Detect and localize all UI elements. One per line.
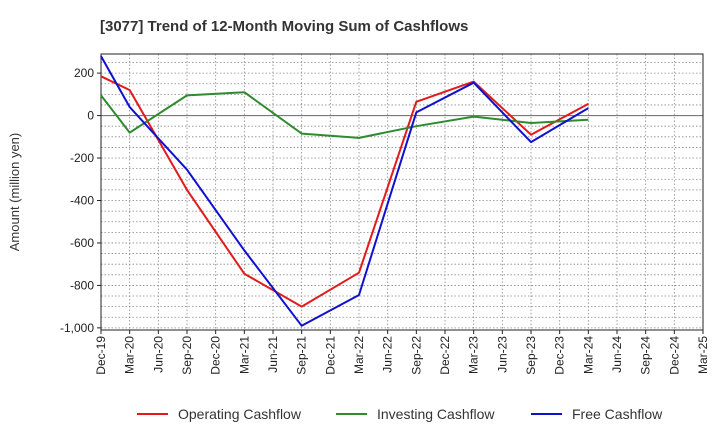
grid: [101, 54, 703, 330]
x-tick-label: Sep-20: [180, 336, 194, 375]
x-tick-label: Jun-20: [151, 336, 165, 373]
x-tick-label: Sep-22: [409, 336, 423, 375]
x-tick-label: Dec-21: [323, 336, 337, 375]
x-tick-label: Sep-23: [524, 336, 538, 375]
x-tick-label: Dec-24: [667, 336, 681, 375]
x-tick-label: Mar-20: [123, 336, 137, 374]
x-tick-label: Jun-23: [495, 336, 509, 373]
x-tick-label: Dec-23: [553, 336, 567, 375]
y-axis: 200 0 -200 -400 -600 -800 -1,000: [60, 66, 101, 335]
y-tick-label: -200: [70, 151, 94, 165]
x-tick-label: Mar-21: [237, 336, 251, 374]
plot-area: [100, 53, 704, 331]
x-tick-label: Dec-22: [438, 336, 452, 375]
x-tick-label: Mar-23: [467, 336, 481, 374]
y-tick-label: -800: [70, 278, 94, 292]
x-tick-label: Jun-21: [266, 336, 280, 373]
x-tick-label: Dec-20: [209, 336, 223, 375]
y-tick-label: -1,000: [60, 321, 94, 335]
y-tick-label: -400: [70, 193, 94, 207]
x-tick-label: Dec-19: [94, 336, 108, 375]
series-lines: [100, 55, 589, 327]
chart-title: [3077] Trend of 12-Month Moving Sum of C…: [100, 18, 468, 35]
x-tick-label: Jun-24: [610, 336, 624, 373]
y-axis-label: Amount (million yen): [7, 133, 22, 252]
x-tick-label: Jun-22: [381, 336, 395, 373]
y-tick-label: 200: [74, 66, 94, 80]
y-tick-label: -600: [70, 236, 94, 250]
series-line-free-cashflow: [100, 55, 589, 327]
x-tick-label: Mar-25: [696, 336, 710, 374]
legend-label: Investing Cashflow: [377, 406, 495, 422]
x-axis: Dec-19 Mar-20 Jun-20 Sep-20 Dec-20 Mar-21 Jun-…: [94, 330, 710, 375]
series-line-operating-cashflow: [100, 75, 589, 308]
x-tick-label: Sep-21: [295, 336, 309, 375]
y-tick-label: 0: [87, 109, 94, 123]
legend-label: Free Cashflow: [572, 406, 663, 422]
legend-label: Operating Cashflow: [178, 406, 302, 422]
x-tick-label: Mar-22: [352, 336, 366, 374]
series-line-investing-cashflow: [100, 91, 589, 139]
x-tick-label: Sep-24: [639, 336, 653, 375]
x-tick-label: Mar-24: [581, 336, 595, 374]
legend: Operating Cashflow Investing Cashflow Free…: [137, 406, 663, 422]
